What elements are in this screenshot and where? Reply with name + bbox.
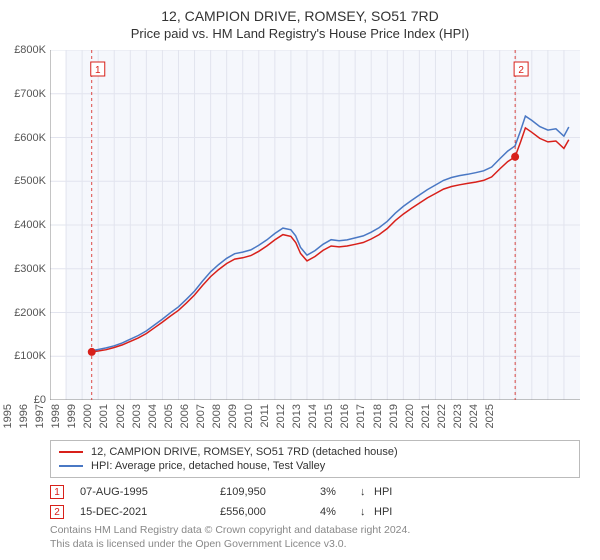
legend-item: 12, CAMPION DRIVE, ROMSEY, SO51 7RD (det… (59, 445, 571, 459)
chart-container: 12, CAMPION DRIVE, ROMSEY, SO51 7RD Pric… (0, 0, 600, 560)
sale-pct: 3% (320, 486, 360, 498)
sale-row: 2 15-DEC-2021£556,0004%↓HPI (50, 502, 580, 522)
legend-item: HPI: Average price, detached house, Test… (59, 459, 571, 473)
sales-table: 1 07-AUG-1995£109,9503%↓HPI 2 15-DEC-2021£5… (50, 482, 580, 522)
x-axis-label: 2025 (484, 404, 600, 428)
y-axis-label: £500K (4, 175, 46, 187)
sale-reference: HPI (374, 486, 392, 498)
y-axis-label: £100K (4, 350, 46, 362)
sale-reference: HPI (374, 506, 392, 518)
chart-area: 12 (50, 50, 580, 400)
sale-pct: 4% (320, 506, 360, 518)
sale-price: £109,950 (220, 486, 320, 498)
y-axis-label: £700K (4, 88, 46, 100)
footer-attribution: Contains HM Land Registry data © Crown c… (50, 524, 580, 551)
sale-date: 07-AUG-1995 (80, 486, 220, 498)
sale-date: 15-DEC-2021 (80, 506, 220, 518)
down-arrow-icon: ↓ (360, 506, 374, 518)
legend-label: 12, CAMPION DRIVE, ROMSEY, SO51 7RD (det… (91, 446, 398, 458)
sale-price: £556,000 (220, 506, 320, 518)
legend-label: HPI: Average price, detached house, Test… (91, 460, 325, 472)
down-arrow-icon: ↓ (360, 486, 374, 498)
y-axis-label: £200K (4, 307, 46, 319)
y-axis-label: £400K (4, 219, 46, 231)
sale-marker-box: 1 (50, 485, 64, 499)
y-axis-label: £800K (4, 44, 46, 56)
y-axis-label: £600K (4, 132, 46, 144)
chart-title: 12, CAMPION DRIVE, ROMSEY, SO51 7RD (0, 0, 600, 24)
footer-line-1: Contains HM Land Registry data © Crown c… (50, 524, 580, 538)
svg-text:1: 1 (95, 65, 101, 76)
legend-swatch (59, 465, 83, 467)
legend-box: 12, CAMPION DRIVE, ROMSEY, SO51 7RD (det… (50, 440, 580, 478)
y-axis-label: £300K (4, 263, 46, 275)
sale-marker-box: 2 (50, 505, 64, 519)
legend-swatch (59, 451, 83, 453)
svg-text:2: 2 (518, 65, 524, 76)
line-chart: 12 (50, 50, 580, 400)
footer-line-2: This data is licensed under the Open Gov… (50, 538, 580, 552)
sale-row: 1 07-AUG-1995£109,9503%↓HPI (50, 482, 580, 502)
chart-subtitle: Price paid vs. HM Land Registry's House … (0, 24, 600, 47)
